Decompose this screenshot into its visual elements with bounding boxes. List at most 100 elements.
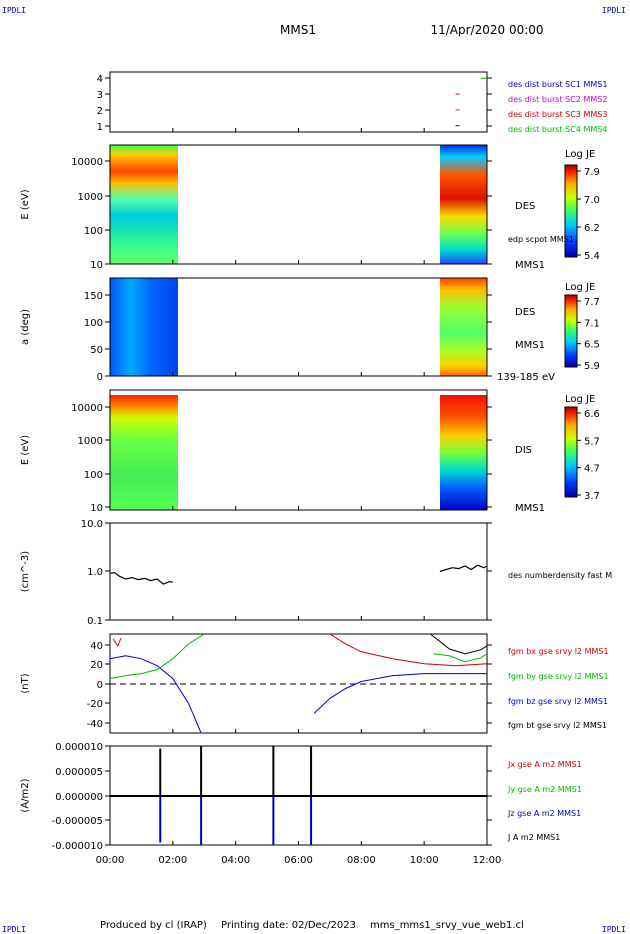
legend-entry: des numberdensity fast M	[508, 571, 612, 580]
y-tick-label: 10000	[71, 157, 103, 168]
des-pitch-panel	[109, 277, 578, 377]
y-tick-label: 20	[90, 660, 103, 671]
y-tick-label: 3	[97, 90, 103, 101]
fgm-panel	[109, 633, 488, 734]
y-tick-label: 100	[84, 318, 103, 329]
y-axis-label: E (eV)	[20, 189, 31, 219]
y-tick-label: -40	[87, 719, 103, 730]
burst-panel	[109, 71, 488, 133]
y-axis-label: E (eV)	[20, 435, 31, 465]
fgm-series-line	[430, 633, 488, 655]
y-tick-label: 50	[90, 345, 103, 356]
footer-filename: mms_mms1_srvy_vue_web1.cl	[370, 920, 524, 931]
fgm-series-line	[109, 633, 205, 679]
page-title: MMS1	[280, 23, 316, 37]
x-tick-label: 02:00	[158, 855, 187, 866]
fgm-series-line	[112, 637, 122, 647]
fgm-series-line	[109, 655, 205, 734]
des-energy-panel	[109, 144, 578, 265]
fgm-series-line	[329, 633, 488, 667]
dis-energy-late-block	[440, 395, 487, 510]
colorbar-tick-label: 7.0	[584, 195, 600, 206]
dis-energy-early-block	[110, 395, 178, 510]
legend-entry: des dist burst SC4 MMS4	[508, 125, 607, 134]
page-date: 11/Apr/2020 00:00	[430, 23, 543, 37]
colorbar-title: Log JE	[565, 394, 595, 405]
panel-side-label: 139-185 eV	[497, 372, 555, 383]
y-axis-label: a (deg)	[20, 309, 31, 345]
colorbar-tick-label: 6.6	[584, 409, 600, 420]
panel-side-label: edp scpot MMS1	[508, 235, 574, 244]
panel-side-label: MMS1	[515, 260, 545, 271]
des-energy-colorbar	[564, 164, 578, 258]
current-panel	[109, 745, 488, 846]
density-panel	[109, 522, 488, 621]
y-tick-label: 100	[84, 226, 103, 237]
y-tick-label: 1000	[78, 436, 103, 447]
panel-side-label: DIS	[515, 445, 532, 456]
colorbar-tick-label: 4.7	[584, 464, 600, 475]
colorbar-tick-label: 3.7	[584, 491, 600, 502]
colorbar-tick-label: 5.4	[584, 251, 600, 262]
y-axis-label: (cm^-3)	[20, 551, 31, 592]
des-pitch-colorbar	[564, 294, 578, 368]
colorbar-tick-label: 7.9	[584, 167, 600, 178]
footer-printing-date: Printing date: 02/Dec/2023	[221, 920, 356, 931]
colorbar-tick-label: 6.5	[584, 340, 600, 351]
corner-label-bottom-right: IPDLI	[602, 925, 626, 934]
y-tick-label: 2	[97, 106, 103, 117]
fgm-series-line	[433, 653, 488, 663]
y-tick-label: 0	[97, 372, 103, 383]
dis-energy-colorbar	[564, 406, 578, 498]
colorbar-tick-label: 7.7	[584, 297, 600, 308]
dis-energy-panel	[109, 389, 578, 511]
y-tick-label: 0	[97, 680, 103, 691]
y-tick-label: 0.000000	[55, 792, 103, 803]
legend-entry: J A m2 MMS1	[507, 833, 560, 842]
colorbar-tick-label: 7.1	[584, 318, 600, 329]
y-tick-label: 10	[90, 260, 103, 271]
y-tick-label: -0.000010	[52, 841, 103, 852]
y-tick-label: 10000	[71, 403, 103, 414]
y-tick-label: 0.000010	[55, 742, 103, 753]
density-series-line	[439, 564, 488, 573]
panel-side-label: DES	[515, 201, 535, 212]
panel-side-label: MMS1	[515, 340, 545, 351]
y-tick-label: 100	[84, 470, 103, 481]
colorbar-tick-label: 5.9	[584, 361, 600, 372]
legend-entry: fgm bt gse srvy l2 MMS1	[508, 721, 607, 730]
des-energy-late-block	[440, 145, 487, 264]
legend-entry: Jx gse A m2 MMS1	[507, 760, 582, 769]
legend-entry: Jz gse A m2 MMS1	[507, 809, 581, 818]
colorbar-tick-label: 6.2	[584, 223, 600, 234]
y-tick-label: -0.000005	[52, 816, 103, 827]
panel-side-label: MMS1	[515, 503, 545, 514]
footer-produced-by: Produced by cl (IRAP)	[100, 920, 207, 931]
x-tick-label: 10:00	[410, 855, 439, 866]
y-tick-label: -20	[87, 699, 103, 710]
legend-entry: fgm by gse srvy l2 MMS1	[508, 672, 609, 681]
legend-entry: Jy gse A m2 MMS1	[507, 785, 582, 794]
colorbar-title: Log JE	[565, 282, 595, 293]
density-series-line	[109, 571, 173, 585]
des-energy-early-block	[110, 145, 178, 264]
y-tick-label: 1	[97, 122, 103, 133]
y-tick-label: 150	[84, 291, 103, 302]
legend-entry: des dist burst SC3 MMS3	[508, 110, 607, 119]
y-axis-label: (A/m2)	[20, 778, 31, 812]
des-pitch-late-block	[440, 278, 487, 376]
y-tick-label: 40	[90, 641, 103, 652]
corner-label-top-left: IPDLI	[2, 6, 26, 15]
corner-label-bottom-left: IPDLI	[2, 925, 26, 934]
legend-entry: des dist burst SC1 MMS1	[508, 80, 607, 89]
y-tick-label: 1.0	[87, 567, 103, 578]
y-tick-label: 1000	[78, 192, 103, 203]
x-tick-label: 04:00	[221, 855, 250, 866]
y-tick-label: 0.000005	[55, 767, 103, 778]
des-pitch-early-block	[110, 278, 178, 376]
x-tick-label: 06:00	[284, 855, 313, 866]
x-tick-label: 08:00	[347, 855, 376, 866]
corner-label-top-right: IPDLI	[602, 6, 626, 15]
y-tick-label: 4	[97, 74, 103, 85]
y-tick-label: 0.1	[87, 616, 103, 627]
